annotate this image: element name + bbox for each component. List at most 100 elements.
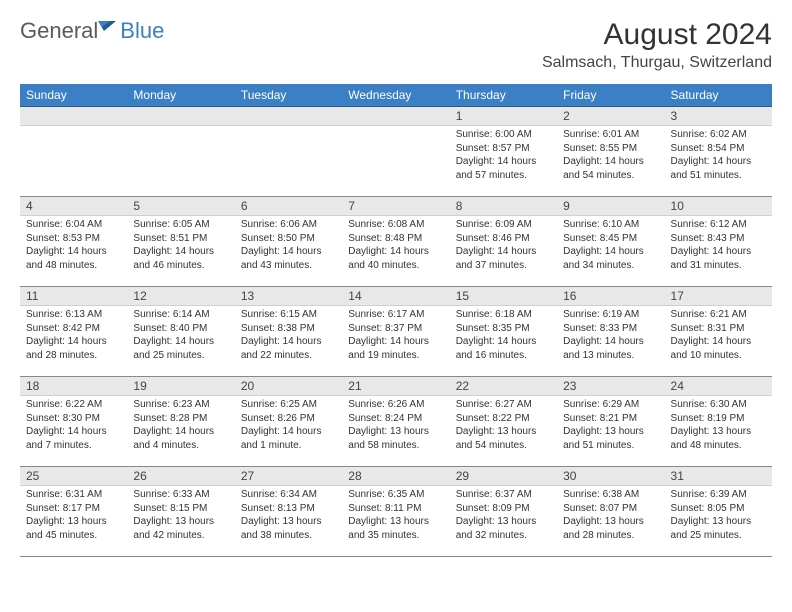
- day-number: 23: [557, 377, 664, 396]
- day-number: 8: [450, 197, 557, 216]
- day-number: 15: [450, 287, 557, 306]
- calendar-day-cell: 21Sunrise: 6:26 AMSunset: 8:24 PMDayligh…: [342, 377, 449, 467]
- sunset-line: Sunset: 8:19 PM: [671, 412, 766, 426]
- sunrise-line: Sunrise: 6:23 AM: [133, 398, 228, 412]
- sunrise-line: Sunrise: 6:35 AM: [348, 488, 443, 502]
- day-details: Sunrise: 6:12 AMSunset: 8:43 PMDaylight:…: [665, 216, 772, 276]
- calendar-day-cell: 22Sunrise: 6:27 AMSunset: 8:22 PMDayligh…: [450, 377, 557, 467]
- day-details: Sunrise: 6:00 AMSunset: 8:57 PMDaylight:…: [450, 126, 557, 186]
- day-number: 17: [665, 287, 772, 306]
- calendar-day-cell: 10Sunrise: 6:12 AMSunset: 8:43 PMDayligh…: [665, 197, 772, 287]
- sunrise-line: Sunrise: 6:13 AM: [26, 308, 121, 322]
- daylight-line: Daylight: 14 hours and 48 minutes.: [26, 245, 121, 272]
- daylight-line: Daylight: 13 hours and 51 minutes.: [563, 425, 658, 452]
- daylight-line: Daylight: 14 hours and 22 minutes.: [241, 335, 336, 362]
- weekday-header: Wednesday: [342, 84, 449, 107]
- sunrise-line: Sunrise: 6:17 AM: [348, 308, 443, 322]
- calendar-day-cell: 23Sunrise: 6:29 AMSunset: 8:21 PMDayligh…: [557, 377, 664, 467]
- day-number: 29: [450, 467, 557, 486]
- sunrise-line: Sunrise: 6:14 AM: [133, 308, 228, 322]
- day-number: 7: [342, 197, 449, 216]
- day-details: Sunrise: 6:37 AMSunset: 8:09 PMDaylight:…: [450, 486, 557, 546]
- daylight-line: Daylight: 14 hours and 28 minutes.: [26, 335, 121, 362]
- day-number: 13: [235, 287, 342, 306]
- calendar-day-cell: 29Sunrise: 6:37 AMSunset: 8:09 PMDayligh…: [450, 467, 557, 557]
- calendar-day-cell: [235, 107, 342, 197]
- sunrise-line: Sunrise: 6:31 AM: [26, 488, 121, 502]
- calendar-day-cell: 8Sunrise: 6:09 AMSunset: 8:46 PMDaylight…: [450, 197, 557, 287]
- daylight-line: Daylight: 14 hours and 51 minutes.: [671, 155, 766, 182]
- daylight-line: Daylight: 13 hours and 25 minutes.: [671, 515, 766, 542]
- calendar-header-row: SundayMondayTuesdayWednesdayThursdayFrid…: [20, 84, 772, 107]
- sunrise-line: Sunrise: 6:19 AM: [563, 308, 658, 322]
- calendar-day-cell: 9Sunrise: 6:10 AMSunset: 8:45 PMDaylight…: [557, 197, 664, 287]
- sunrise-line: Sunrise: 6:00 AM: [456, 128, 551, 142]
- daylight-line: Daylight: 14 hours and 7 minutes.: [26, 425, 121, 452]
- day-number: 30: [557, 467, 664, 486]
- sunset-line: Sunset: 8:07 PM: [563, 502, 658, 516]
- day-details: Sunrise: 6:31 AMSunset: 8:17 PMDaylight:…: [20, 486, 127, 546]
- calendar-day-cell: [127, 107, 234, 197]
- header: General Blue August 2024 Salmsach, Thurg…: [20, 18, 772, 72]
- day-number: 2: [557, 107, 664, 126]
- sunrise-line: Sunrise: 6:08 AM: [348, 218, 443, 232]
- day-number: 31: [665, 467, 772, 486]
- location-text: Salmsach, Thurgau, Switzerland: [542, 54, 772, 72]
- calendar-day-cell: 2Sunrise: 6:01 AMSunset: 8:55 PMDaylight…: [557, 107, 664, 197]
- day-number-empty: [127, 107, 234, 126]
- weekday-header: Tuesday: [235, 84, 342, 107]
- sunset-line: Sunset: 8:30 PM: [26, 412, 121, 426]
- calendar-week-row: 18Sunrise: 6:22 AMSunset: 8:30 PMDayligh…: [20, 377, 772, 467]
- calendar-day-cell: 12Sunrise: 6:14 AMSunset: 8:40 PMDayligh…: [127, 287, 234, 377]
- calendar-day-cell: [20, 107, 127, 197]
- weekday-header: Monday: [127, 84, 234, 107]
- calendar-day-cell: 26Sunrise: 6:33 AMSunset: 8:15 PMDayligh…: [127, 467, 234, 557]
- weekday-header: Sunday: [20, 84, 127, 107]
- day-number: 5: [127, 197, 234, 216]
- day-number: 3: [665, 107, 772, 126]
- weekday-header: Saturday: [665, 84, 772, 107]
- day-details: Sunrise: 6:01 AMSunset: 8:55 PMDaylight:…: [557, 126, 664, 186]
- sunrise-line: Sunrise: 6:12 AM: [671, 218, 766, 232]
- day-number: 25: [20, 467, 127, 486]
- day-number: 14: [342, 287, 449, 306]
- day-details: Sunrise: 6:13 AMSunset: 8:42 PMDaylight:…: [20, 306, 127, 366]
- calendar-day-cell: 18Sunrise: 6:22 AMSunset: 8:30 PMDayligh…: [20, 377, 127, 467]
- sunset-line: Sunset: 8:17 PM: [26, 502, 121, 516]
- day-number: 24: [665, 377, 772, 396]
- logo: General Blue: [20, 18, 164, 44]
- day-number: 19: [127, 377, 234, 396]
- calendar-day-cell: 25Sunrise: 6:31 AMSunset: 8:17 PMDayligh…: [20, 467, 127, 557]
- daylight-line: Daylight: 13 hours and 48 minutes.: [671, 425, 766, 452]
- sunset-line: Sunset: 8:24 PM: [348, 412, 443, 426]
- calendar-day-cell: 24Sunrise: 6:30 AMSunset: 8:19 PMDayligh…: [665, 377, 772, 467]
- calendar-day-cell: 6Sunrise: 6:06 AMSunset: 8:50 PMDaylight…: [235, 197, 342, 287]
- calendar-day-cell: 19Sunrise: 6:23 AMSunset: 8:28 PMDayligh…: [127, 377, 234, 467]
- day-details: Sunrise: 6:04 AMSunset: 8:53 PMDaylight:…: [20, 216, 127, 276]
- day-number: 9: [557, 197, 664, 216]
- daylight-line: Daylight: 13 hours and 42 minutes.: [133, 515, 228, 542]
- calendar-day-cell: 27Sunrise: 6:34 AMSunset: 8:13 PMDayligh…: [235, 467, 342, 557]
- logo-text-blue: Blue: [120, 18, 164, 44]
- sunset-line: Sunset: 8:53 PM: [26, 232, 121, 246]
- flag-icon: [96, 17, 118, 44]
- sunrise-line: Sunrise: 6:29 AM: [563, 398, 658, 412]
- day-details: Sunrise: 6:18 AMSunset: 8:35 PMDaylight:…: [450, 306, 557, 366]
- daylight-line: Daylight: 14 hours and 19 minutes.: [348, 335, 443, 362]
- sunset-line: Sunset: 8:57 PM: [456, 142, 551, 156]
- calendar-week-row: 1Sunrise: 6:00 AMSunset: 8:57 PMDaylight…: [20, 107, 772, 197]
- weekday-header: Thursday: [450, 84, 557, 107]
- sunset-line: Sunset: 8:55 PM: [563, 142, 658, 156]
- sunset-line: Sunset: 8:26 PM: [241, 412, 336, 426]
- daylight-line: Daylight: 14 hours and 1 minute.: [241, 425, 336, 452]
- sunrise-line: Sunrise: 6:21 AM: [671, 308, 766, 322]
- calendar-week-row: 11Sunrise: 6:13 AMSunset: 8:42 PMDayligh…: [20, 287, 772, 377]
- weekday-header: Friday: [557, 84, 664, 107]
- sunrise-line: Sunrise: 6:04 AM: [26, 218, 121, 232]
- daylight-line: Daylight: 13 hours and 45 minutes.: [26, 515, 121, 542]
- day-details: Sunrise: 6:23 AMSunset: 8:28 PMDaylight:…: [127, 396, 234, 456]
- sunrise-line: Sunrise: 6:34 AM: [241, 488, 336, 502]
- daylight-line: Daylight: 14 hours and 37 minutes.: [456, 245, 551, 272]
- daylight-line: Daylight: 13 hours and 54 minutes.: [456, 425, 551, 452]
- sunrise-line: Sunrise: 6:37 AM: [456, 488, 551, 502]
